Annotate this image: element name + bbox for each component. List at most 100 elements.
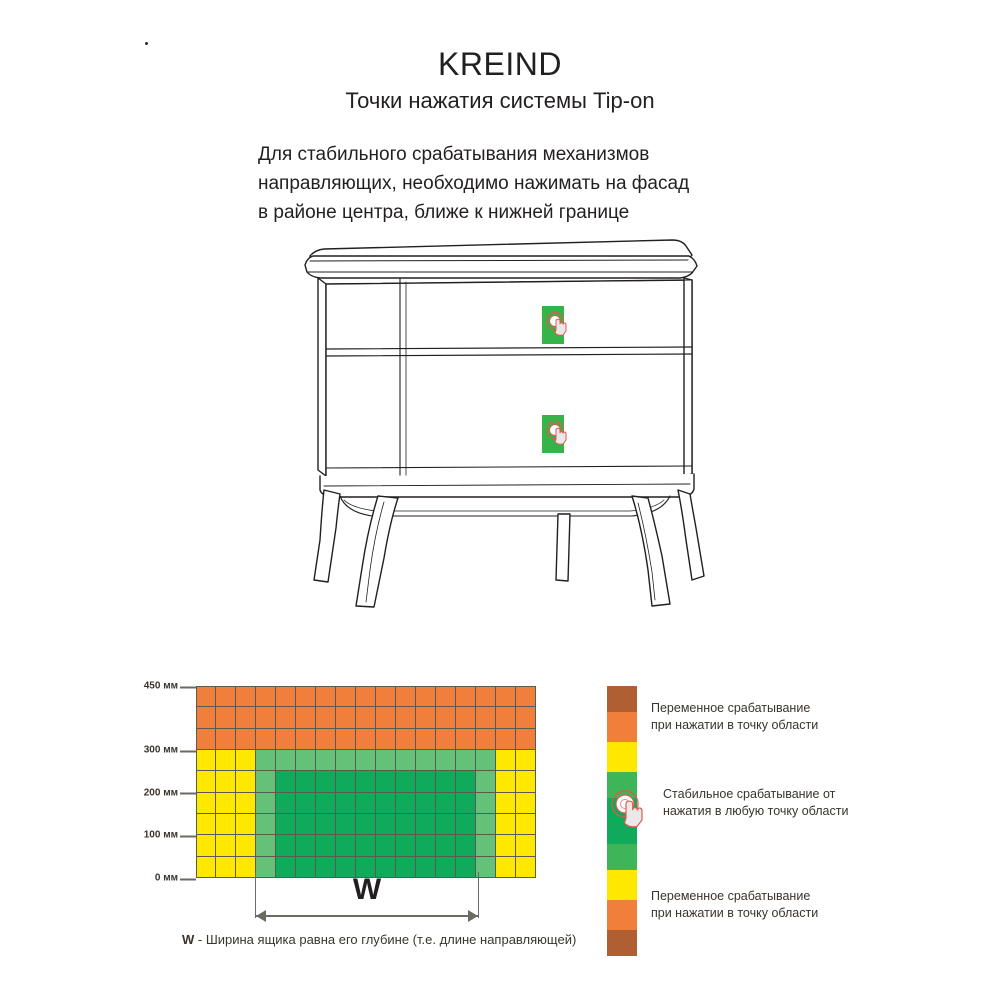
- chart-cell: [496, 835, 516, 857]
- chart-cell: [236, 686, 256, 708]
- chart-cell: [516, 856, 536, 878]
- chart-cell: [496, 707, 516, 729]
- tap-point-lower-drawer: [542, 415, 567, 453]
- band-yellow-top: [607, 742, 637, 772]
- chart-cell: [476, 814, 496, 836]
- chart-cell: [396, 728, 416, 750]
- chart-cell: [476, 707, 496, 729]
- dimension-arrow-line: [256, 915, 478, 917]
- chart-cell: [256, 856, 276, 878]
- chart-cell: [436, 686, 456, 708]
- chart-cell: [416, 814, 436, 836]
- chart-cell: [296, 750, 316, 772]
- chart-cell: [276, 835, 296, 857]
- chart-cell: [416, 728, 436, 750]
- chart-cell: [396, 750, 416, 772]
- legend-entry-top: Переменное срабатывание при нажатии в то…: [651, 700, 818, 734]
- chart-cell: [436, 856, 456, 878]
- chart-cell: [436, 707, 456, 729]
- chart-cell: [276, 686, 296, 708]
- chart-cell: [216, 707, 236, 729]
- chart-cell: [416, 771, 436, 793]
- band-brown-top: [607, 686, 637, 712]
- chart-cell: [476, 686, 496, 708]
- chart-cell: [456, 771, 476, 793]
- chart-cell: [496, 814, 516, 836]
- chart-cell: [316, 792, 336, 814]
- chart-cell: [416, 856, 436, 878]
- chart-cell: [396, 856, 416, 878]
- chart-cell: [476, 771, 496, 793]
- dimension-extension-right: [478, 872, 479, 918]
- chart-cell: [216, 835, 236, 857]
- chart-cell: [376, 771, 396, 793]
- chart-cell: [276, 728, 296, 750]
- chart-cell: [516, 771, 536, 793]
- width-caption: W - Ширина ящика равна его глубине (т.е.…: [182, 932, 576, 947]
- dimension-arrowhead-left: [256, 910, 266, 922]
- chart-cell: [416, 792, 436, 814]
- chart-cell: [216, 792, 236, 814]
- chart-cell: [196, 856, 216, 878]
- chart-cell: [236, 856, 256, 878]
- chart-cell: [256, 814, 276, 836]
- intro-line-1: Для стабильного срабатывания механизмов: [258, 144, 650, 165]
- chart-cell: [216, 728, 236, 750]
- chart-cell: [256, 835, 276, 857]
- chart-cell: [476, 792, 496, 814]
- chart-cell: [276, 856, 296, 878]
- chart-cell: [476, 750, 496, 772]
- chart-cell: [256, 792, 276, 814]
- legend-entry-bottom: Переменное срабатывание при нажатии в то…: [651, 888, 818, 922]
- chart-cell: [296, 728, 316, 750]
- chart-cell: [356, 750, 376, 772]
- y-axis-tick-label: 0 мм: [155, 873, 197, 884]
- chart-cell: [516, 835, 536, 857]
- chart-cell: [336, 750, 356, 772]
- pressure-zone-chart: 450 мм 300 мм 200 мм 100 мм 0 мм: [144, 681, 536, 884]
- chart-cell: [216, 771, 236, 793]
- chart-cell: [356, 835, 376, 857]
- chart-cell: [396, 814, 416, 836]
- chart-cell: [436, 728, 456, 750]
- chart-cell: [296, 707, 316, 729]
- chart-cell: [496, 728, 516, 750]
- band-orange-top: [607, 712, 637, 742]
- chart-cell: [196, 771, 216, 793]
- y-axis-tick-label: 100 мм: [144, 830, 197, 841]
- chart-cell: [356, 686, 376, 708]
- width-dimension: W: [196, 872, 536, 926]
- chart-cell: [436, 750, 456, 772]
- chart-cell: [236, 771, 256, 793]
- legend-tap-icon: [611, 790, 643, 828]
- chart-cell: [356, 707, 376, 729]
- chart-cell: [356, 856, 376, 878]
- chart-cell: [316, 686, 336, 708]
- chart-cell: [196, 728, 216, 750]
- chart-cell: [256, 728, 276, 750]
- chart-cell: [376, 792, 396, 814]
- chart-cell: [456, 750, 476, 772]
- legend-color-bar: [607, 686, 637, 956]
- chart-cell: [516, 792, 536, 814]
- chart-cell: [196, 792, 216, 814]
- chart-cell: [336, 707, 356, 729]
- chart-cell: [316, 814, 336, 836]
- chart-cell: [456, 856, 476, 878]
- chart-cell: [456, 792, 476, 814]
- dimension-arrowhead-right: [468, 910, 478, 922]
- nightstand-illustration: [280, 228, 710, 608]
- chart-cell: [376, 750, 396, 772]
- intro-line-3: в районе центра, ближе к нижней границе: [258, 202, 630, 223]
- legend: Переменное срабатывание при нажатии в то…: [607, 686, 907, 956]
- chart-cell: [296, 771, 316, 793]
- chart-grid: [196, 686, 536, 878]
- chart-cell: [436, 814, 456, 836]
- chart-cell: [516, 750, 536, 772]
- chart-cell: [396, 707, 416, 729]
- chart-cell: [496, 750, 516, 772]
- chart-cell: [376, 814, 396, 836]
- chart-cell: [276, 814, 296, 836]
- chart-cell: [196, 750, 216, 772]
- chart-cell: [336, 835, 356, 857]
